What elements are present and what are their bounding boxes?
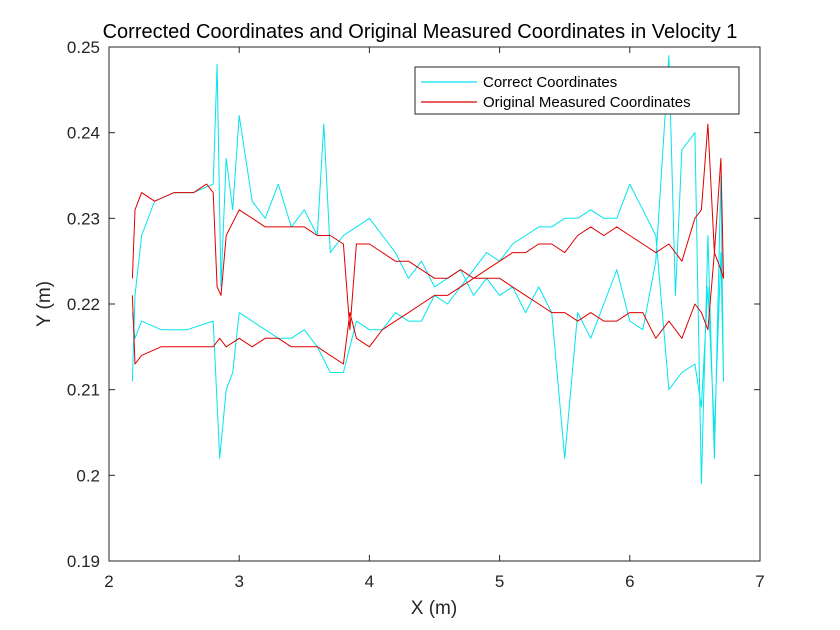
x-tick-label: 5 [495, 572, 504, 591]
plot-area [109, 47, 760, 561]
x-tick-label: 6 [625, 572, 634, 591]
x-tick-label: 3 [234, 572, 243, 591]
y-tick-label: 0.19 [67, 552, 100, 571]
y-axis-label: Y (m) [34, 281, 55, 327]
y-tick-label: 0.21 [67, 381, 100, 400]
legend-label-correct: Correct Coordinates [483, 74, 617, 91]
series-line-original [131, 123, 724, 365]
x-axis-label: X (m) [411, 598, 457, 619]
y-tick-label: 0.2 [76, 466, 100, 485]
legend-label-original: Original Measured Coordinates [483, 94, 691, 111]
x-tick-label: 4 [365, 572, 374, 591]
x-tick-label: 7 [755, 572, 764, 591]
y-tick-label: 0.24 [67, 124, 100, 143]
legend: Correct Coordinates Original Measured Co… [414, 66, 740, 115]
y-axis: 0.19 0.2 0.21 0.22 0.23 0.24 0.25 [67, 38, 760, 571]
legend-box [414, 66, 740, 115]
x-tick-label: 2 [104, 572, 113, 591]
y-tick-label: 0.22 [67, 295, 100, 314]
y-tick-label: 0.25 [67, 38, 100, 57]
chart-title: Corrected Coordinates and Original Measu… [103, 21, 738, 43]
x-axis: 2 3 4 5 6 7 [104, 47, 765, 591]
y-tick-label: 0.23 [67, 209, 100, 228]
series-layer [131, 55, 724, 485]
